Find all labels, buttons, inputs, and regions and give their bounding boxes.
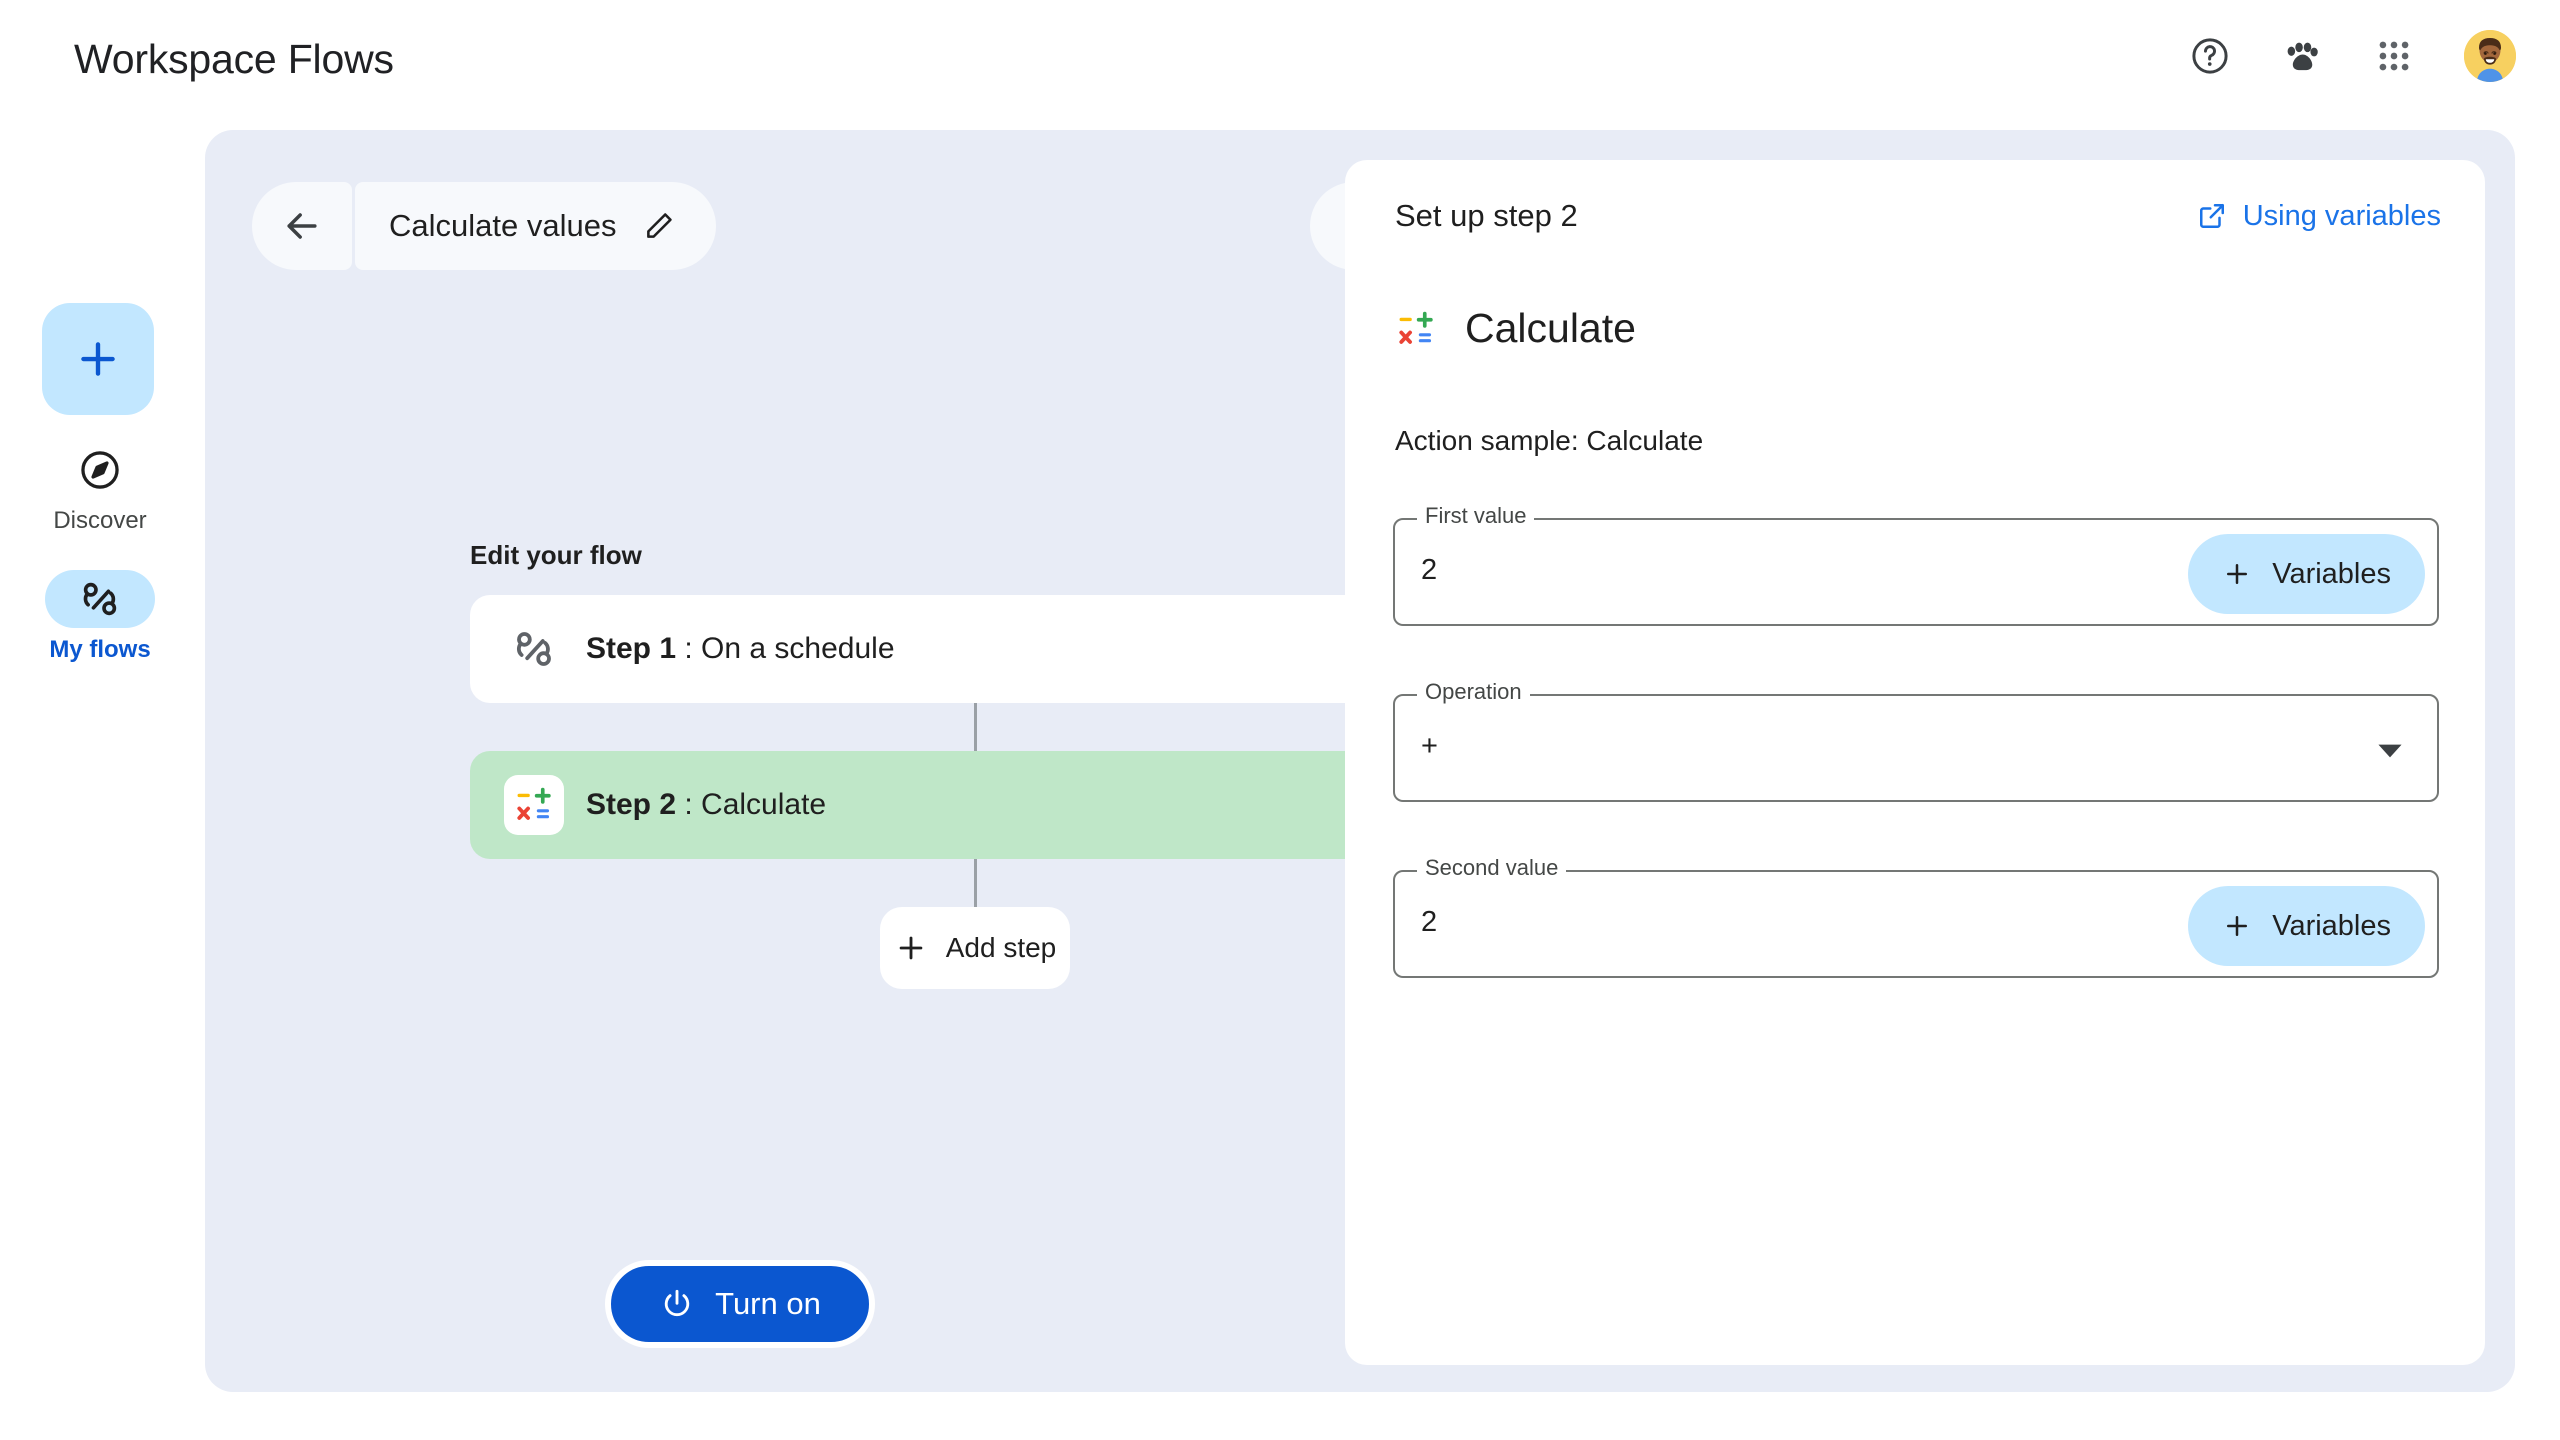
calculate-icon-wrap	[504, 775, 564, 835]
step-card-1-sep: :	[676, 632, 702, 665]
back-button[interactable]	[252, 182, 352, 270]
edit-flow-label: Edit your flow	[470, 540, 642, 570]
flow-icon	[45, 570, 155, 628]
compass-icon	[45, 441, 155, 499]
setup-title: Set up step 2	[1395, 198, 1578, 233]
action-title: Calculate	[1465, 305, 1636, 351]
second-value-input[interactable]: 2	[1421, 906, 1438, 938]
step-card-2-prefix: Step 2	[586, 788, 677, 821]
step-card-2-sep: :	[676, 788, 702, 821]
action-header: Calculate	[1395, 305, 1636, 352]
action-sample-text: Action sample: Calculate	[1395, 425, 1704, 456]
operation-legend: Operation	[1417, 679, 1530, 705]
second-value-variables-label: Variables	[2272, 909, 2391, 942]
first-value-input[interactable]: 2	[1421, 554, 1438, 586]
flow-editor-pane: Calculate values Edit your flow	[205, 130, 1500, 1392]
operation-select-value[interactable]: +	[1421, 730, 1438, 762]
setup-panel: Set up step 2 Using variables Calculate …	[1345, 160, 2485, 1365]
using-variables-label: Using variables	[2242, 199, 2441, 232]
first-value-field[interactable]: First value 2 Variables	[1393, 503, 2439, 626]
turn-on-label: Turn on	[715, 1286, 821, 1321]
step-card-2-title: Calculate	[701, 788, 827, 821]
calculate-icon	[504, 775, 564, 835]
paw-icon[interactable]	[2280, 34, 2324, 78]
page-title: Workspace Flows	[74, 36, 394, 82]
first-value-variables-button[interactable]: Variables	[2188, 534, 2425, 614]
step-connector-1	[973, 703, 977, 751]
calculate-icon	[1399, 311, 1433, 344]
add-step-label: Add step	[945, 932, 1057, 963]
step-card-1[interactable]: Step 1 : On a schedule	[470, 595, 1480, 703]
topbar-actions	[2188, 30, 2516, 82]
top-bar: Workspace Flows	[0, 0, 2560, 118]
second-value-variables-button[interactable]: Variables	[2188, 886, 2425, 966]
second-value-field[interactable]: Second value 2 Variables	[1393, 855, 2439, 978]
step-connector-2	[973, 859, 977, 907]
second-value-legend: Second value	[1417, 855, 1567, 881]
avatar[interactable]	[2464, 30, 2516, 82]
sidebar-item-discover-label: Discover	[53, 507, 147, 534]
sidebar-item-my-flows[interactable]: My flows	[0, 570, 200, 664]
power-icon	[664, 1289, 690, 1317]
turn-on-button[interactable]: Turn on	[605, 1260, 875, 1348]
add-step-button[interactable]: Add step	[880, 907, 1070, 989]
plus-icon	[899, 936, 923, 960]
left-rail: Discover My flows	[0, 118, 200, 1440]
step-card-1-prefix: Step 1	[586, 632, 677, 665]
using-variables-link[interactable]: Using variables	[2197, 200, 2441, 233]
external-link-icon	[2199, 204, 2224, 228]
flow-canvas: Calculate values Edit your flow	[205, 130, 2515, 1392]
sidebar-item-discover[interactable]: Discover	[0, 441, 200, 535]
first-value-variables-label: Variables	[2272, 557, 2391, 590]
sidebar-item-my-flows-label: My flows	[49, 636, 151, 663]
apps-grid-icon[interactable]	[2372, 34, 2416, 78]
flow-name-chip[interactable]: Calculate values	[355, 182, 717, 270]
step-card-1-title: On a schedule	[701, 632, 895, 665]
first-value-legend: First value	[1417, 503, 1535, 529]
create-flow-button[interactable]	[42, 303, 154, 415]
step-card-1-label: Step 1 : On a schedule	[586, 632, 895, 666]
flow-header: Calculate values	[252, 182, 717, 270]
flow-name: Calculate values	[389, 208, 617, 243]
step-list: Step 1 : On a schedule	[470, 595, 1480, 989]
help-icon[interactable]	[2188, 34, 2232, 78]
operation-field[interactable]: Operation +	[1393, 679, 2439, 802]
chevron-down-icon[interactable]	[2377, 742, 2403, 765]
step-card-2[interactable]: Step 2 : Calculate	[470, 751, 1480, 859]
pencil-icon[interactable]	[642, 209, 676, 243]
flow-icon	[504, 625, 564, 673]
plus-icon	[2227, 916, 2248, 936]
setup-header: Set up step 2 Using variables	[1395, 198, 2441, 234]
step-card-2-label: Step 2 : Calculate	[586, 788, 826, 822]
plus-icon	[2227, 564, 2248, 584]
